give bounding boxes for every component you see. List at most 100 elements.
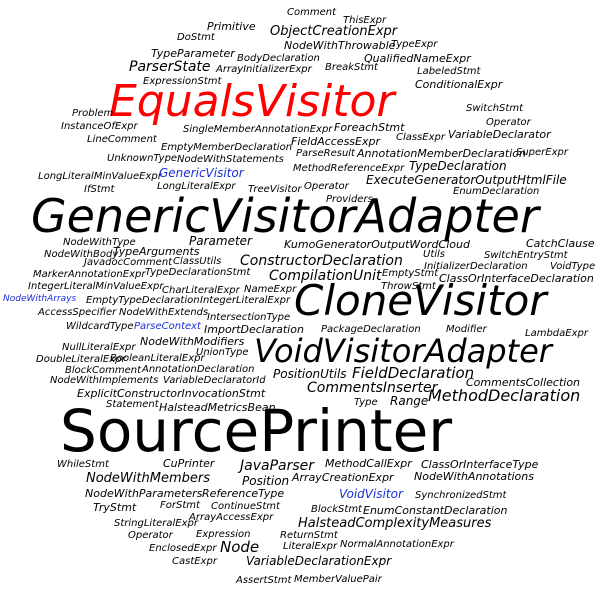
word-object-creation-expr: ObjectCreationExpr [270, 24, 398, 39]
word-single-member-annotation-expr: SingleMemberAnnotationExpr [183, 124, 333, 135]
word-name-expr: NameExpr [244, 284, 297, 295]
word-literal-expr: LiteralExpr [283, 541, 338, 552]
word-block-stmt: BlockStmt [311, 504, 362, 515]
word-assert-stmt: AssertStmt [236, 575, 292, 586]
word-switch-entry-stmt: SwitchEntryStmt [484, 250, 568, 261]
word-node-with-extends: NodeWithExtends [119, 307, 209, 318]
word-explicit-constructor-invocation-stmt: ExplicitConstructorInvocationStmt [77, 387, 266, 400]
word-parameter: Parameter [189, 234, 252, 248]
word-array-initializer-expr: ArrayInitializerExpr [216, 64, 312, 75]
word-cu-printer: CuPrinter [163, 457, 215, 470]
word-if-stmt: IfStmt [84, 184, 115, 195]
word-instance-of-expr: InstanceOfExpr [61, 121, 138, 132]
word-java-parser: JavaParser [240, 458, 315, 474]
word-problem: Problem [72, 108, 114, 119]
word-field-declaration: FieldDeclaration [352, 364, 475, 382]
word-this-expr: ThisExpr [343, 15, 387, 26]
word-annotation-declaration: AnnotationDeclaration [142, 364, 255, 375]
word-class-or-interface-declaration: ClassOrInterfaceDeclaration [439, 272, 594, 285]
word-access-specifier: AccessSpecifier [38, 307, 117, 318]
word-range: Range [390, 394, 429, 408]
word-labeled-stmt: LabeledStmt [417, 66, 481, 77]
word-enum-declaration: EnumDeclaration [453, 186, 540, 197]
word-empty-stmt: EmptyStmt [382, 268, 439, 279]
word-field-access-expr: FieldAccessExpr [291, 135, 381, 148]
word-class-or-interface-type: ClassOrInterfaceType [421, 458, 539, 471]
word-comments-inserter: CommentsInserter [307, 380, 438, 396]
word-array-creation-expr: ArrayCreationExpr [292, 471, 394, 484]
word-integer-literal-min-value-expr: IntegerLiteralMinValueExpr [28, 281, 164, 292]
word-class-utils: ClassUtils [173, 256, 222, 267]
word-catch-clause: CatchClause [526, 237, 595, 250]
word-throw-stmt: ThrowStmt [381, 281, 436, 292]
word-type-expr: TypeExpr [391, 39, 438, 50]
word-array-access-expr: ArrayAccessExpr [189, 512, 274, 523]
word-operator-1: Operator [486, 117, 531, 128]
word-clone-visitor: CloneVisitor [294, 276, 547, 325]
word-initializer-declaration: InitializerDeclaration [424, 261, 528, 272]
word-operator-3: Operator [128, 530, 173, 541]
word-node: Node [220, 538, 260, 556]
word-halstead-metrics-bean: HalsteadMetricsBean [159, 401, 276, 414]
word-intersection-type: IntersectionType [207, 312, 291, 323]
word-constructor-declaration: ConstructorDeclaration [240, 253, 403, 269]
word-null-literal-expr: NullLiteralExpr [62, 342, 136, 353]
word-comment: Comment [287, 7, 336, 18]
word-lambda-expr: LambdaExpr [525, 328, 588, 339]
word-javadoc-comment: JavadocComment [84, 257, 173, 268]
word-statement: Statement [106, 399, 159, 410]
word-expression-stmt: ExpressionStmt [143, 76, 222, 87]
word-generic-visitor-adapter: GenericVisitorAdapter [31, 189, 539, 243]
word-variable-declaration-expr: VariableDeclarationExpr [246, 554, 392, 568]
word-node-with-arrays: NodeWithArrays [3, 294, 77, 304]
word-expression: Expression [196, 529, 251, 540]
word-providers: Providers [326, 194, 373, 205]
word-variable-declarator: VariableDeclarator [448, 128, 551, 141]
word-execute-generator-output-html-file: ExecuteGeneratorOutputHtmlFile [366, 173, 567, 187]
word-char-literal-expr: CharLiteralExpr [162, 285, 240, 296]
word-try-stmt: TryStmt [93, 501, 137, 514]
word-modifier: Modifier [446, 324, 487, 335]
word-marker-annotation-expr: MarkerAnnotationExpr [33, 269, 146, 280]
word-utils: Utils [423, 249, 446, 260]
word-operator-2: Operator [304, 181, 349, 192]
word-empty-member-declaration: EmptyMemberDeclaration [161, 142, 293, 153]
word-string-literal-expr: StringLiteralExpr [114, 518, 198, 529]
word-generic-visitor: GenericVisitor [159, 166, 244, 180]
word-method-reference-expr: MethodReferenceExpr [293, 163, 405, 174]
word-union-type: UnionType [196, 347, 249, 358]
word-comments-collection: CommentsCollection [466, 376, 581, 389]
word-empty-type-declaration: EmptyTypeDeclaration [86, 295, 200, 306]
word-class-expr: ClassExpr [396, 132, 446, 143]
word-type-arguments: TypeArguments [113, 245, 200, 258]
word-equals-visitor: EqualsVisitor [109, 76, 395, 127]
word-switch-stmt: SwitchStmt [466, 103, 523, 114]
word-source-printer: SourcePrinter [60, 397, 453, 465]
word-node-with-body: NodeWithBody [44, 249, 119, 260]
word-member-value-pair: MemberValuePair [294, 574, 382, 585]
word-node-with-annotations: NodeWithAnnotations [414, 470, 534, 483]
word-return-stmt: ReturnStmt [280, 530, 338, 541]
word-void-type: VoidType [550, 261, 596, 272]
word-type-declaration: TypeDeclaration [409, 159, 507, 173]
word-primitive: Primitive [207, 20, 256, 33]
word-node-with-statements: NodeWithStatements [177, 154, 284, 165]
word-node-with-modifiers: NodeWithModifiers [140, 335, 245, 348]
word-parser-state: ParserState [129, 59, 211, 75]
word-break-stmt: BreakStmt [325, 62, 378, 73]
word-normal-annotation-expr: NormalAnnotationExpr [340, 539, 454, 550]
word-long-literal-min-value-expr: LongLiteralMinValueExpr [38, 171, 162, 182]
word-tree-visitor: TreeVisitor [248, 184, 302, 195]
word-foreach-stmt: ForeachStmt [334, 121, 405, 134]
word-method-declaration: MethodDeclaration [428, 386, 581, 405]
word-long-literal-expr: LongLiteralExpr [157, 181, 236, 192]
word-line-comment: LineComment [87, 134, 157, 145]
word-annotation-member-declaration: AnnotationMemberDeclaration [357, 147, 526, 160]
word-node-with-parameters: NodeWithParameters [85, 487, 203, 500]
word-block-comment: BlockComment [65, 365, 142, 376]
word-parse-context: ParseContext [134, 321, 201, 332]
word-cast-expr: CastExpr [172, 556, 217, 567]
word-parse-result: ParseResult [296, 148, 355, 159]
word-enclosed-expr: EnclosedExpr [149, 543, 217, 554]
